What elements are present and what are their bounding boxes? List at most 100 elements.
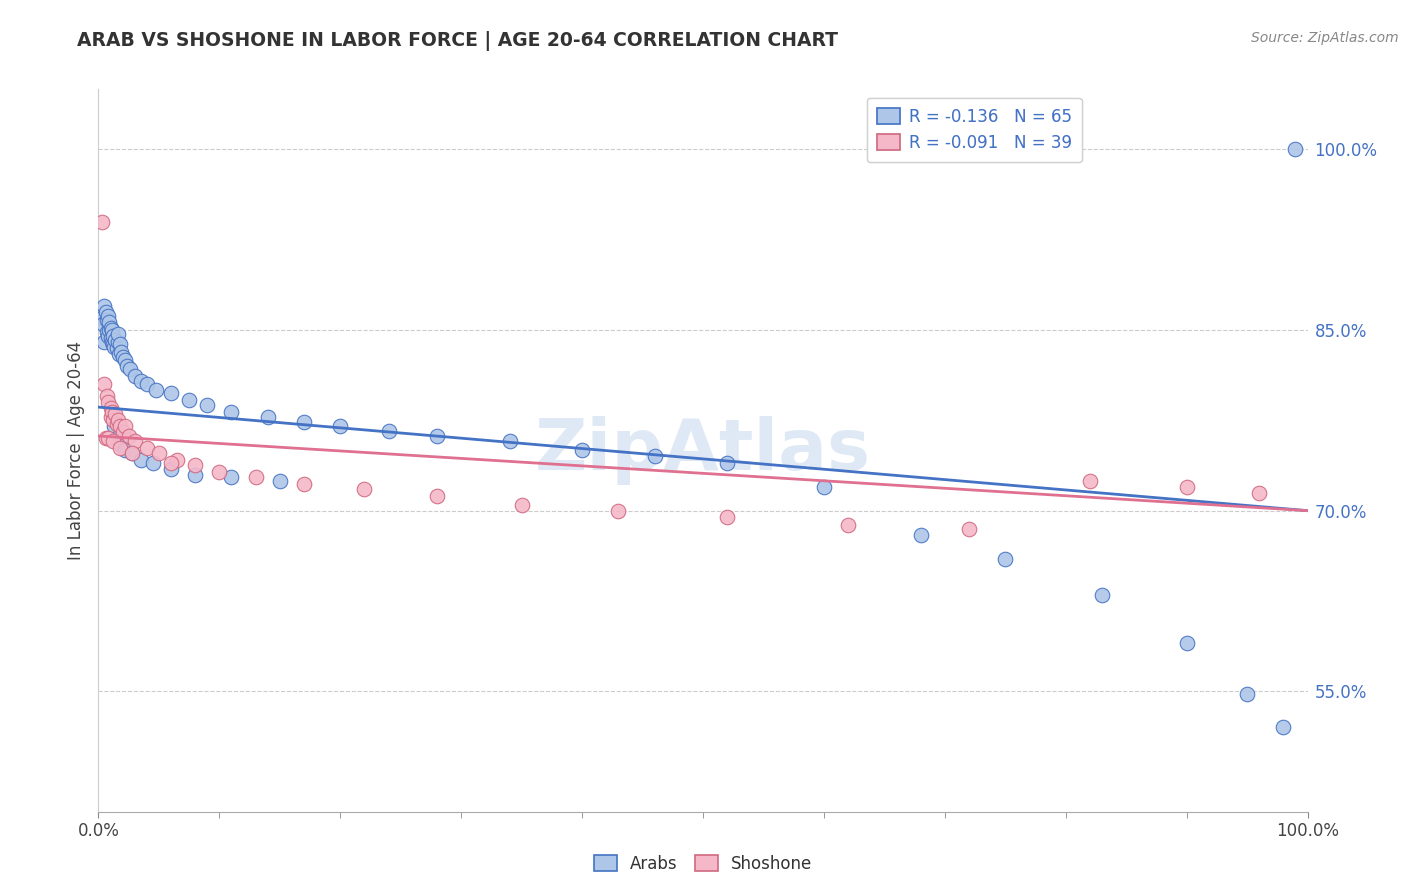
Text: ZipAtlas: ZipAtlas: [536, 416, 870, 485]
Legend: R = -0.136   N = 65, R = -0.091   N = 39: R = -0.136 N = 65, R = -0.091 N = 39: [868, 97, 1081, 161]
Point: [1175, 636, 1198, 650]
Point: [957, 522, 980, 536]
Point: [179, 392, 201, 407]
Point: [426, 489, 449, 503]
Point: [221, 470, 243, 484]
Point: [108, 347, 131, 361]
Point: [607, 504, 630, 518]
Point: [91, 317, 114, 331]
Point: [111, 425, 134, 440]
Point: [108, 441, 131, 455]
Point: [93, 377, 115, 392]
Point: [1236, 687, 1258, 701]
Point: [644, 450, 666, 464]
Point: [910, 528, 932, 542]
Point: [98, 323, 121, 337]
Point: [129, 453, 152, 467]
Point: [108, 337, 131, 351]
Point: [104, 333, 127, 347]
Point: [91, 311, 114, 326]
Point: [1091, 588, 1114, 602]
Point: [148, 446, 170, 460]
Point: [93, 299, 115, 313]
Point: [292, 415, 315, 429]
Point: [135, 377, 157, 392]
Point: [142, 456, 165, 470]
Point: [269, 474, 291, 488]
Point: [117, 359, 139, 374]
Point: [160, 456, 183, 470]
Point: [245, 470, 267, 484]
Point: [121, 446, 143, 460]
Point: [195, 398, 218, 412]
Point: [94, 432, 117, 446]
Point: [124, 368, 146, 383]
Point: [101, 413, 124, 427]
Text: Source: ZipAtlas.com: Source: ZipAtlas.com: [1251, 31, 1399, 45]
Point: [292, 477, 315, 491]
Point: [1249, 485, 1271, 500]
Point: [100, 335, 122, 350]
Point: [498, 434, 520, 448]
Point: [100, 320, 122, 334]
Point: [166, 453, 188, 467]
Point: [105, 341, 128, 355]
Point: [97, 395, 120, 409]
Point: [837, 518, 859, 533]
Point: [97, 309, 120, 323]
Point: [1175, 480, 1198, 494]
Point: [510, 498, 533, 512]
Point: [160, 461, 183, 475]
Point: [114, 353, 136, 368]
Point: [105, 417, 128, 431]
Point: [100, 323, 122, 337]
Point: [184, 458, 207, 472]
Point: [716, 509, 738, 524]
Point: [353, 482, 375, 496]
Point: [101, 337, 124, 351]
Point: [813, 480, 835, 494]
Point: [426, 429, 449, 443]
Point: [105, 432, 128, 446]
Point: [121, 446, 143, 460]
Point: [118, 361, 141, 376]
Point: [96, 389, 118, 403]
Legend: Arabs, Shoshone: Arabs, Shoshone: [586, 848, 820, 880]
Point: [124, 434, 146, 448]
Point: [1272, 721, 1295, 735]
Point: [145, 384, 167, 398]
Point: [108, 419, 131, 434]
Point: [114, 443, 136, 458]
Point: [100, 401, 122, 416]
Point: [97, 432, 120, 446]
Point: [571, 443, 593, 458]
Point: [98, 315, 121, 329]
Point: [256, 409, 278, 424]
Point: [160, 385, 183, 400]
Text: ARAB VS SHOSHONE IN LABOR FORCE | AGE 20-64 CORRELATION CHART: ARAB VS SHOSHONE IN LABOR FORCE | AGE 20…: [77, 31, 838, 51]
Point: [103, 419, 125, 434]
Point: [208, 465, 231, 479]
Point: [96, 313, 118, 327]
Point: [184, 467, 207, 482]
Point: [100, 409, 122, 424]
Point: [100, 331, 122, 345]
Point: [97, 329, 120, 343]
Point: [377, 424, 399, 438]
Point: [96, 326, 118, 340]
Point: [94, 305, 117, 319]
Point: [103, 340, 125, 354]
Point: [994, 551, 1017, 566]
Point: [129, 374, 152, 388]
Point: [118, 429, 141, 443]
Point: [107, 413, 129, 427]
Point: [221, 405, 243, 419]
Y-axis label: In Labor Force | Age 20-64: In Labor Force | Age 20-64: [66, 341, 84, 560]
Point: [91, 215, 114, 229]
Point: [101, 329, 124, 343]
Point: [111, 350, 134, 364]
Point: [329, 419, 352, 434]
Point: [107, 335, 129, 350]
Point: [107, 326, 129, 341]
Point: [93, 335, 115, 350]
